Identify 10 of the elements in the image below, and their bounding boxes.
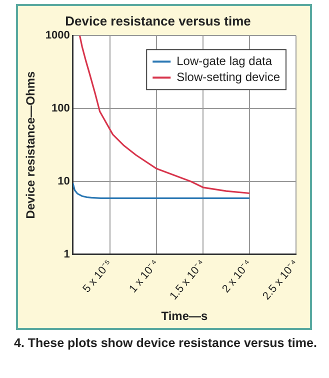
y-tick-label: 10	[58, 176, 70, 188]
legend-label: Low-gate lag data	[176, 54, 272, 68]
legend-label: Slow-setting device	[176, 70, 280, 84]
y-axis-title: Device resistance—Ohms	[24, 71, 38, 219]
chart-title: Device resistance versus time	[65, 13, 251, 28]
y-tick-label: 100	[52, 102, 70, 115]
x-axis-title: Time—s	[161, 309, 208, 324]
y-tick-label: 1000	[45, 30, 70, 42]
y-tick-label: 1	[64, 248, 70, 260]
text: 4. These plots show device resistance versus time.	[14, 336, 318, 350]
